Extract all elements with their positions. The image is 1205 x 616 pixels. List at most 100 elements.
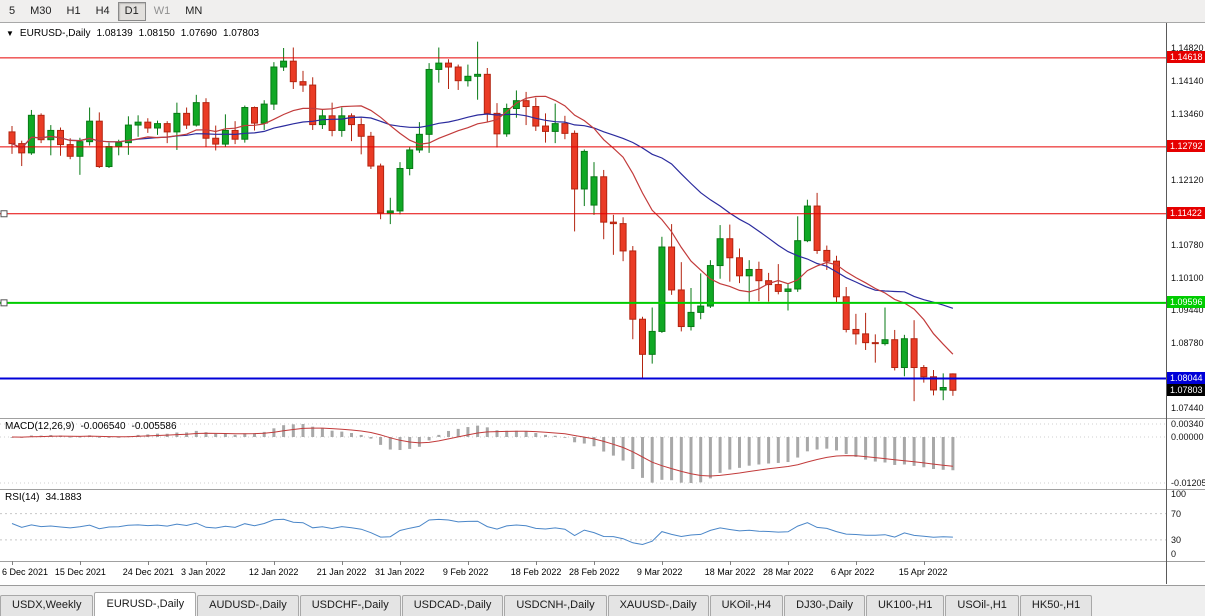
date-axis-tick xyxy=(273,561,275,565)
hline-handle-1.11422[interactable] xyxy=(0,210,8,218)
candle-body xyxy=(668,246,676,291)
macd-name: MACD(12,26,9) xyxy=(5,421,75,432)
candle-body xyxy=(377,165,385,214)
timeframe-toolbar: 5 M30 H1 H4 D1 W1 MN xyxy=(0,0,1205,23)
candle-body xyxy=(493,112,501,135)
candle-body xyxy=(386,210,394,214)
macd-histogram-bar xyxy=(262,431,266,437)
price-axis-tick: 1.07440 xyxy=(1171,403,1204,413)
chart-tab-dj30-daily[interactable]: DJ30-,Daily xyxy=(784,595,865,616)
macd-value-signal: -0.005586 xyxy=(131,421,177,432)
macd-axis-label: 0.00000 xyxy=(1171,432,1204,442)
chart-tab-usdcnh-daily[interactable]: USDCNH-,Daily xyxy=(504,595,607,616)
chart-tab-eurusd-daily[interactable]: EURUSD-,Daily xyxy=(94,592,197,616)
rsi-axis-label: 100 xyxy=(1171,489,1187,499)
timeframe-button-mn[interactable]: MN xyxy=(178,2,209,21)
candle-body xyxy=(464,75,472,82)
candle-body xyxy=(842,296,850,330)
macd-histogram-bar xyxy=(330,430,334,437)
chart-tab-usdcad-daily[interactable]: USDCAD-,Daily xyxy=(401,595,504,616)
chart-tab-uk100-h1[interactable]: UK100-,H1 xyxy=(865,595,945,616)
candle-body xyxy=(367,135,375,167)
price-level-badge-1.08044: 1.08044 xyxy=(1167,371,1205,384)
chart-tab-bar: USDX,Weekly EURUSD-,Daily AUDUSD-,Daily USD… xyxy=(0,585,1205,616)
macd-histogram-bar xyxy=(447,430,450,437)
rsi-panel-splitter[interactable] xyxy=(0,489,1205,490)
macd-histogram-bar xyxy=(243,433,247,437)
macd-histogram-bar xyxy=(844,437,848,455)
macd-histogram-bar xyxy=(117,437,121,438)
chart-tab-usdchf-daily[interactable]: USDCHF-,Daily xyxy=(299,595,401,616)
candle-body xyxy=(658,246,666,332)
date-axis-tick xyxy=(661,561,663,565)
macd-histogram-bar xyxy=(311,426,315,437)
candle-body xyxy=(299,81,307,86)
chart-tab-xauusd-daily[interactable]: XAUUSD-,Daily xyxy=(607,595,709,616)
chart-symbol-period: EURUSD-,Daily xyxy=(19,28,91,39)
date-axis-label: 15 Apr 2022 xyxy=(898,567,948,577)
macd-axis-label: 0.00340 xyxy=(1171,419,1204,429)
candle-body xyxy=(687,311,695,328)
price-axis-tick: 1.10100 xyxy=(1171,273,1204,284)
candle-body xyxy=(862,333,870,344)
macd-histogram-bar xyxy=(68,436,72,438)
candle-body xyxy=(609,221,617,225)
candle-body xyxy=(348,115,355,126)
date-axis-tick xyxy=(535,561,537,565)
macd-histogram-bar xyxy=(78,436,82,438)
macd-histogram-bar xyxy=(427,437,431,441)
macd-panel-splitter[interactable] xyxy=(0,418,1205,419)
macd-histogram-bar xyxy=(301,424,305,437)
chart-tab-usdx-weekly[interactable]: USDX,Weekly xyxy=(0,595,94,616)
timeframe-button-5[interactable]: 5 xyxy=(2,2,22,21)
macd-histogram-bar xyxy=(912,437,916,466)
rsi-axis-label: 0 xyxy=(1171,549,1177,559)
candle-body xyxy=(435,62,443,70)
candle-body xyxy=(891,339,899,369)
chart-tab-ukoil-h4[interactable]: UKOil-,H4 xyxy=(709,595,784,616)
timeframe-button-d1[interactable]: D1 xyxy=(117,1,146,21)
date-axis-tick xyxy=(206,561,207,565)
candle-body xyxy=(251,107,258,124)
candle-body xyxy=(95,120,103,168)
timeframe-button-h4[interactable]: H4 xyxy=(89,2,117,21)
candle-body xyxy=(881,339,889,345)
main-price-chart[interactable] xyxy=(0,23,1166,418)
hline-handle-1.09596[interactable] xyxy=(0,299,8,307)
macd-histogram-bar xyxy=(350,432,353,437)
timeframe-button-w1[interactable]: W1 xyxy=(147,2,178,21)
candle-body xyxy=(784,288,792,292)
macd-indicator-panel[interactable] xyxy=(0,419,1166,489)
candle-body xyxy=(47,129,55,141)
macd-histogram-bar xyxy=(650,437,654,483)
macd-histogram-bar xyxy=(873,437,877,462)
chart-dropdown-arrow-icon[interactable]: ▼ xyxy=(6,29,14,38)
candle-body xyxy=(173,112,181,133)
date-axis-tick xyxy=(400,561,401,565)
chart-tab-audusd-daily[interactable]: AUDUSD-,Daily xyxy=(197,595,299,616)
candle-body xyxy=(794,240,802,290)
rsi-indicator-panel[interactable] xyxy=(0,490,1166,561)
candle-body xyxy=(241,107,249,140)
macd-histogram-bar xyxy=(592,437,596,447)
macd-histogram-bar xyxy=(621,437,625,461)
candle-body xyxy=(600,176,608,223)
candle-body xyxy=(144,121,152,129)
date-axis-tick xyxy=(12,561,13,565)
timeframe-button-m30[interactable]: M30 xyxy=(23,2,58,21)
chart-tab-hk50-h1[interactable]: HK50-,H1 xyxy=(1019,595,1093,616)
macd-histogram-bar xyxy=(864,437,868,460)
macd-histogram-bar xyxy=(922,437,926,468)
macd-histogram-bar xyxy=(825,437,829,449)
macd-histogram-bar xyxy=(689,437,693,484)
date-axis-tick xyxy=(855,561,857,565)
candle-body xyxy=(183,112,191,126)
chart-tab-usoil-h1[interactable]: USOil-,H1 xyxy=(945,595,1019,616)
candle-body xyxy=(551,123,559,132)
timeframe-button-h1[interactable]: H1 xyxy=(60,2,88,21)
candle-body xyxy=(415,133,423,151)
macd-indicator-label: MACD(12,26,9) -0.006540 -0.005586 xyxy=(5,421,177,432)
candle-body xyxy=(561,123,569,134)
macd-histogram-bar xyxy=(796,437,800,458)
